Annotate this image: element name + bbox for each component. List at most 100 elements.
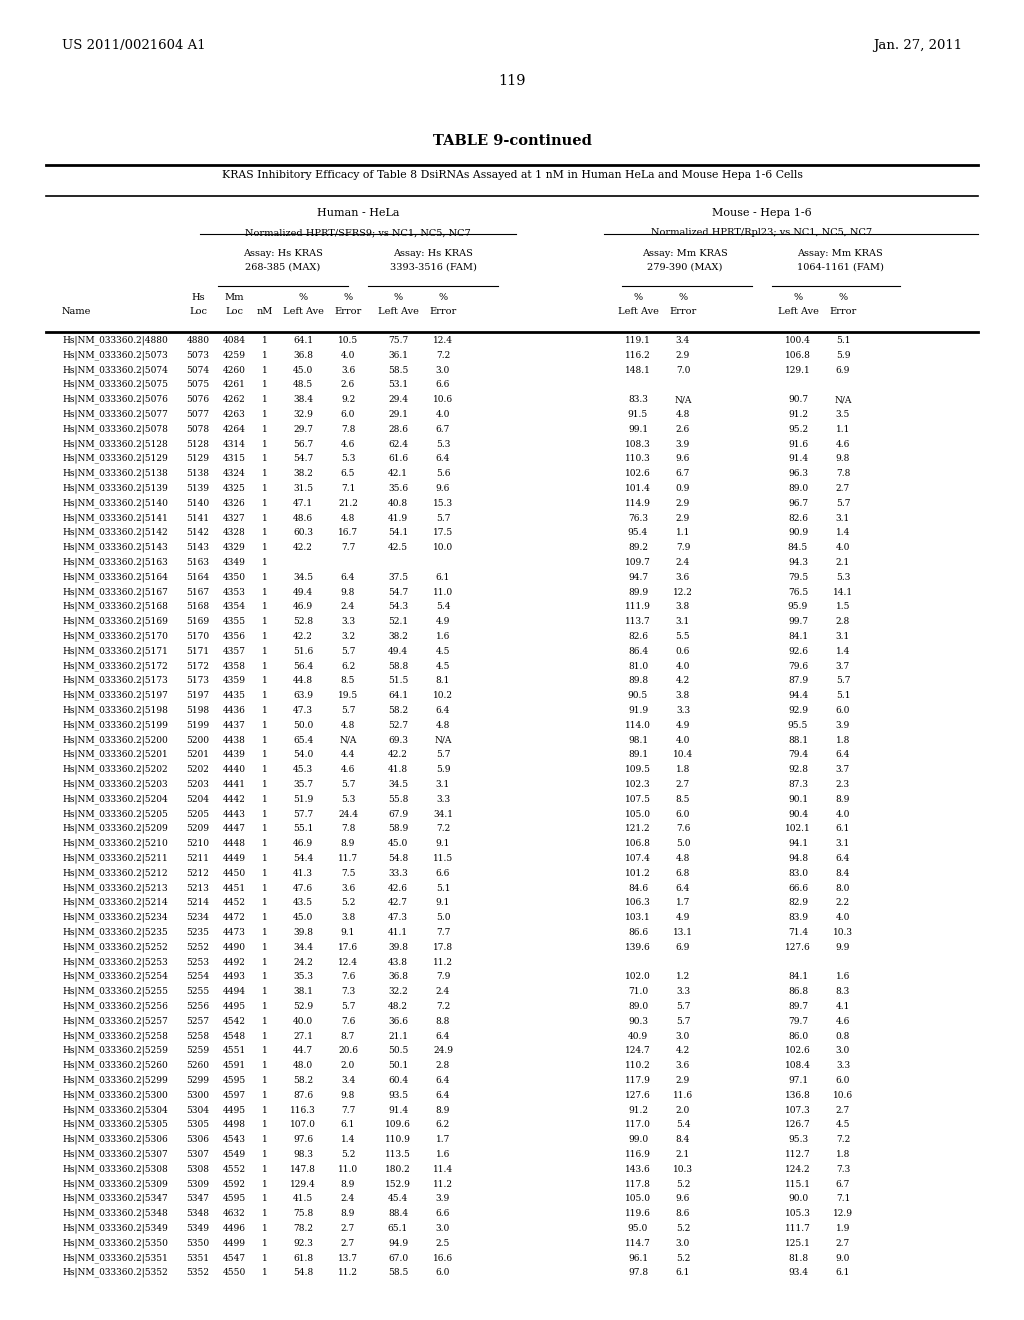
- Text: 0.9: 0.9: [676, 484, 690, 492]
- Text: 96.1: 96.1: [628, 1254, 648, 1263]
- Text: 11.6: 11.6: [673, 1090, 693, 1100]
- Text: 75.7: 75.7: [388, 337, 409, 345]
- Text: 5.5: 5.5: [676, 632, 690, 642]
- Text: 1: 1: [262, 544, 268, 552]
- Text: 5200: 5200: [186, 735, 210, 744]
- Text: 47.3: 47.3: [293, 706, 313, 715]
- Text: 5197: 5197: [186, 692, 210, 700]
- Text: 110.9: 110.9: [385, 1135, 411, 1144]
- Text: 13.7: 13.7: [338, 1254, 358, 1263]
- Text: 64.1: 64.1: [388, 692, 408, 700]
- Text: 7.9: 7.9: [676, 544, 690, 552]
- Text: 6.1: 6.1: [341, 1121, 355, 1130]
- Text: Hs|NM_033360.2|5163: Hs|NM_033360.2|5163: [62, 557, 168, 568]
- Text: 5142: 5142: [186, 528, 210, 537]
- Text: 36.8: 36.8: [293, 351, 313, 360]
- Text: 6.9: 6.9: [676, 942, 690, 952]
- Text: 38.2: 38.2: [293, 469, 313, 478]
- Text: Error: Error: [670, 308, 696, 315]
- Text: 127.6: 127.6: [785, 942, 811, 952]
- Text: 1.6: 1.6: [436, 632, 451, 642]
- Text: 5306: 5306: [186, 1135, 210, 1144]
- Text: 8.0: 8.0: [836, 883, 850, 892]
- Text: 15.3: 15.3: [433, 499, 453, 508]
- Text: 5172: 5172: [186, 661, 210, 671]
- Text: 4260: 4260: [222, 366, 246, 375]
- Text: 3.0: 3.0: [436, 1224, 451, 1233]
- Text: 9.1: 9.1: [436, 899, 451, 907]
- Text: 44.8: 44.8: [293, 676, 313, 685]
- Text: 1.6: 1.6: [836, 973, 850, 981]
- Text: 1: 1: [262, 1076, 268, 1085]
- Text: 5305: 5305: [186, 1121, 210, 1130]
- Text: 7.8: 7.8: [836, 469, 850, 478]
- Text: 48.2: 48.2: [388, 1002, 408, 1011]
- Text: 5143: 5143: [186, 544, 210, 552]
- Text: 5.1: 5.1: [836, 692, 850, 700]
- Text: 6.7: 6.7: [676, 469, 690, 478]
- Text: 4328: 4328: [222, 528, 246, 537]
- Text: 5171: 5171: [186, 647, 210, 656]
- Text: 4324: 4324: [222, 469, 246, 478]
- Text: 4591: 4591: [222, 1061, 246, 1071]
- Text: Hs|NM_033360.2|5077: Hs|NM_033360.2|5077: [62, 409, 168, 418]
- Text: Hs|NM_033360.2|5212: Hs|NM_033360.2|5212: [62, 869, 168, 878]
- Text: 17.8: 17.8: [433, 942, 453, 952]
- Text: 5.2: 5.2: [341, 1150, 355, 1159]
- Text: 9.1: 9.1: [341, 928, 355, 937]
- Text: 116.2: 116.2: [625, 351, 651, 360]
- Text: Hs|NM_033360.2|5347: Hs|NM_033360.2|5347: [62, 1193, 168, 1204]
- Text: 45.0: 45.0: [388, 840, 409, 849]
- Text: 4.8: 4.8: [676, 854, 690, 863]
- Text: 2.9: 2.9: [676, 351, 690, 360]
- Text: 6.8: 6.8: [676, 869, 690, 878]
- Text: Hs|NM_033360.2|5076: Hs|NM_033360.2|5076: [62, 395, 168, 404]
- Text: 89.8: 89.8: [628, 676, 648, 685]
- Text: 1: 1: [262, 1106, 268, 1114]
- Text: 65.4: 65.4: [293, 735, 313, 744]
- Text: 4326: 4326: [222, 499, 246, 508]
- Text: 4084: 4084: [222, 337, 246, 345]
- Text: 10.6: 10.6: [433, 395, 453, 404]
- Text: Hs|NM_033360.2|5349: Hs|NM_033360.2|5349: [62, 1224, 168, 1233]
- Text: Hs|NM_033360.2|5173: Hs|NM_033360.2|5173: [62, 676, 168, 685]
- Text: 5.9: 5.9: [436, 766, 451, 775]
- Text: 64.1: 64.1: [293, 337, 313, 345]
- Text: 6.0: 6.0: [676, 809, 690, 818]
- Text: 86.8: 86.8: [787, 987, 808, 997]
- Text: 94.9: 94.9: [388, 1238, 408, 1247]
- Text: 1: 1: [262, 854, 268, 863]
- Text: Hs|NM_033360.2|5256: Hs|NM_033360.2|5256: [62, 1002, 168, 1011]
- Text: 3.0: 3.0: [836, 1047, 850, 1056]
- Text: 7.0: 7.0: [676, 366, 690, 375]
- Text: 16.7: 16.7: [338, 528, 358, 537]
- Text: 4357: 4357: [222, 647, 246, 656]
- Text: 4.6: 4.6: [341, 440, 355, 449]
- Text: 1: 1: [262, 1254, 268, 1263]
- Text: 119.6: 119.6: [625, 1209, 651, 1218]
- Text: 5.3: 5.3: [341, 454, 355, 463]
- Text: 1: 1: [262, 1269, 268, 1278]
- Text: 4327: 4327: [222, 513, 246, 523]
- Text: Assay: Mm KRAS: Assay: Mm KRAS: [797, 249, 883, 257]
- Text: 7.1: 7.1: [836, 1195, 850, 1204]
- Text: 48.6: 48.6: [293, 513, 313, 523]
- Text: Hs|NM_033360.2|5351: Hs|NM_033360.2|5351: [62, 1253, 168, 1263]
- Text: 62.4: 62.4: [388, 440, 408, 449]
- Text: 4355: 4355: [222, 618, 246, 626]
- Text: 107.4: 107.4: [625, 854, 651, 863]
- Text: 49.4: 49.4: [388, 647, 408, 656]
- Text: 5198: 5198: [186, 706, 210, 715]
- Text: 1: 1: [262, 825, 268, 833]
- Text: 2.8: 2.8: [436, 1061, 451, 1071]
- Text: 17.6: 17.6: [338, 942, 358, 952]
- Text: 5139: 5139: [186, 484, 210, 492]
- Text: Hs|NM_033360.2|5205: Hs|NM_033360.2|5205: [62, 809, 168, 818]
- Text: 89.7: 89.7: [787, 1002, 808, 1011]
- Text: %: %: [839, 293, 848, 302]
- Text: 6.9: 6.9: [836, 366, 850, 375]
- Text: 84.1: 84.1: [787, 973, 808, 981]
- Text: 95.2: 95.2: [787, 425, 808, 434]
- Text: 1: 1: [262, 1032, 268, 1040]
- Text: 1: 1: [262, 647, 268, 656]
